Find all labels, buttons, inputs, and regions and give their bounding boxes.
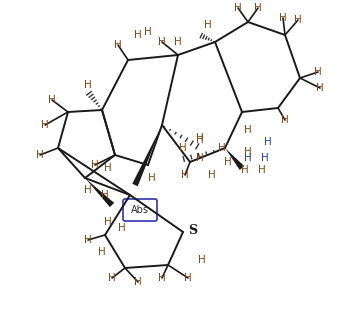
Text: H: H bbox=[108, 273, 116, 283]
Text: H: H bbox=[101, 190, 109, 200]
Polygon shape bbox=[132, 125, 162, 186]
Text: H: H bbox=[181, 170, 189, 180]
Text: H: H bbox=[254, 3, 262, 13]
Text: H: H bbox=[158, 37, 166, 47]
Text: H: H bbox=[196, 153, 204, 163]
Text: H: H bbox=[41, 120, 49, 130]
Text: H: H bbox=[91, 160, 99, 170]
Polygon shape bbox=[85, 178, 114, 207]
Text: H: H bbox=[224, 157, 232, 167]
Text: H: H bbox=[148, 173, 156, 183]
Text: H: H bbox=[174, 37, 182, 47]
Text: H: H bbox=[279, 13, 287, 23]
Text: H: H bbox=[179, 143, 187, 153]
Text: H: H bbox=[184, 273, 192, 283]
Text: H: H bbox=[244, 125, 252, 135]
Text: H: H bbox=[281, 115, 289, 125]
Text: H: H bbox=[208, 170, 216, 180]
Text: H: H bbox=[48, 95, 56, 105]
Text: H: H bbox=[244, 147, 252, 157]
Text: H: H bbox=[316, 83, 324, 93]
Polygon shape bbox=[225, 148, 244, 170]
Text: H: H bbox=[258, 165, 266, 175]
Text: H: H bbox=[204, 20, 212, 30]
Text: H: H bbox=[84, 80, 92, 90]
Text: H: H bbox=[264, 137, 272, 147]
Text: H: H bbox=[84, 235, 92, 245]
Text: H: H bbox=[118, 223, 126, 233]
Text: H: H bbox=[218, 143, 226, 153]
Text: H: H bbox=[98, 247, 106, 257]
Text: H: H bbox=[104, 163, 112, 173]
Text: H: H bbox=[134, 277, 142, 287]
Text: H: H bbox=[241, 165, 249, 175]
Text: H: H bbox=[158, 273, 166, 283]
Text: H: H bbox=[36, 150, 44, 160]
FancyBboxPatch shape bbox=[123, 199, 157, 221]
Text: H: H bbox=[294, 15, 302, 25]
Text: H: H bbox=[196, 135, 204, 145]
Text: H: H bbox=[104, 217, 112, 227]
Text: H: H bbox=[114, 40, 122, 50]
Text: H: H bbox=[314, 67, 322, 77]
Text: H: H bbox=[196, 133, 204, 143]
Text: H: H bbox=[234, 3, 242, 13]
Text: H: H bbox=[244, 153, 252, 163]
Text: H: H bbox=[261, 153, 269, 163]
Text: H: H bbox=[198, 255, 206, 265]
Text: H: H bbox=[144, 27, 152, 37]
Text: Abs: Abs bbox=[131, 205, 149, 215]
Text: H: H bbox=[84, 185, 92, 195]
Text: S: S bbox=[188, 223, 198, 236]
Text: H: H bbox=[134, 30, 142, 40]
